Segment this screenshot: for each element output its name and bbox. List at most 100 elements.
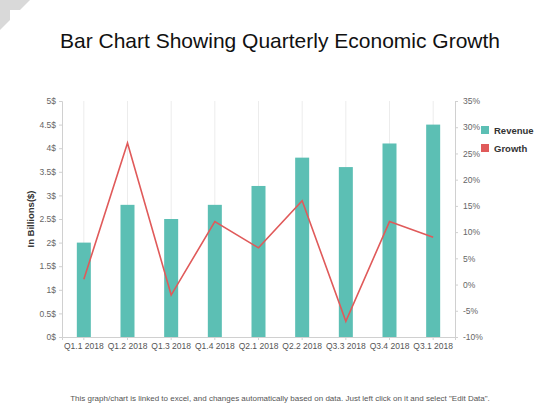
corner-decoration <box>0 0 30 30</box>
tick: 30% <box>455 122 480 132</box>
tick-label: 10% <box>463 227 480 237</box>
tick-label: 1.5$ <box>39 261 56 271</box>
tick-mark <box>127 337 128 340</box>
tick-label: Q1.4 2018 <box>195 341 235 351</box>
tick-label: 2$ <box>47 238 57 248</box>
tick: 20% <box>455 175 480 185</box>
tick: Q1.1 2018 <box>64 337 104 351</box>
tick: Q1.2 2018 <box>108 337 148 351</box>
tick-mark <box>302 337 303 340</box>
tick: 1$ <box>47 285 62 295</box>
tick-label: 0% <box>463 280 476 290</box>
tick: 35% <box>455 96 480 106</box>
tick-mark <box>59 313 62 314</box>
tick-label: Q2.2 2018 <box>282 341 322 351</box>
tick-label: 5$ <box>47 96 57 106</box>
tick-label: 0$ <box>47 332 57 342</box>
tick: 4$ <box>47 143 62 153</box>
tick-mark <box>258 337 259 340</box>
tick: 5$ <box>47 96 62 106</box>
tick-label: Q2.1 2018 <box>239 341 279 351</box>
chart: Bar Chart Showing Quarterly Economic Gro… <box>0 0 560 420</box>
tick: Q3.1 2018 <box>413 337 453 351</box>
tick-mark <box>59 195 62 196</box>
tick-label: 15% <box>463 201 480 211</box>
axis-line <box>456 102 459 338</box>
tick-label: Q3.4 2018 <box>370 341 410 351</box>
tick-label: 4.5$ <box>39 120 56 130</box>
plot-marks <box>77 125 440 337</box>
grid <box>84 101 433 337</box>
corner-decoration <box>10 10 24 24</box>
tick-label: 20% <box>463 175 480 185</box>
tick: 4.5$ <box>39 120 62 130</box>
legend: Revenue Growth <box>481 125 534 154</box>
tick-mark <box>59 219 62 220</box>
y-axis-title: In Billions($) <box>25 191 36 248</box>
tick-mark <box>455 285 458 286</box>
tick: 0.5$ <box>39 309 62 319</box>
x-axis: Q1.1 2018 Q1.2 2018Q1.3 2018 Q1.4 2018 Q2.1… <box>63 337 456 351</box>
tick-label: Q3.3 2018 <box>326 341 366 351</box>
tick-mark <box>59 172 62 173</box>
tick-mark <box>345 337 346 340</box>
tick-mark <box>455 311 458 312</box>
tick-label: 35% <box>463 96 480 106</box>
tick: Q3.4 2018 <box>370 337 410 351</box>
tick-label: 3$ <box>47 191 57 201</box>
line <box>84 143 433 321</box>
tick-mark <box>433 337 434 340</box>
tick-mark <box>171 337 172 340</box>
tick: 15% <box>455 201 480 211</box>
legend-swatch <box>481 126 489 134</box>
y2-axis: -10% -5% 0% 5% 10% 15% 20% 25% 30% 35% <box>455 96 483 342</box>
tick-mark <box>455 180 458 181</box>
tick-label: Q3.1 2018 <box>413 341 453 351</box>
tick: Q3.3 2018 <box>326 337 366 351</box>
axis-line <box>59 102 63 338</box>
annotation: This graph/chart is linked to excel, and… <box>70 394 490 403</box>
tick-label: 3.5$ <box>39 167 56 177</box>
tick-mark <box>59 101 62 102</box>
tick-mark <box>59 125 62 126</box>
tick-mark <box>214 337 215 340</box>
tick: 25% <box>455 149 480 159</box>
tick-mark <box>59 290 62 291</box>
tick: Q2.1 2018 <box>239 337 279 351</box>
legend-label: Revenue <box>494 125 534 136</box>
axis-line <box>63 338 456 341</box>
bar <box>77 243 91 337</box>
tick-mark <box>455 101 458 102</box>
legend-label: Growth <box>494 143 527 154</box>
tick-mark <box>59 337 62 338</box>
bar <box>426 125 440 337</box>
tick: Q1.4 2018 <box>195 337 235 351</box>
tick-mark <box>455 206 458 207</box>
bar <box>252 186 266 337</box>
tick-mark <box>389 337 390 340</box>
title: Bar Chart Showing Quarterly Economic Gro… <box>60 29 500 52</box>
tick: 3$ <box>47 191 62 201</box>
tick-label: 2.5$ <box>39 214 56 224</box>
tick: -5% <box>455 306 479 316</box>
tick-label: 30% <box>463 122 480 132</box>
tick-mark <box>59 266 62 267</box>
tick-mark <box>455 127 458 128</box>
legend-swatch <box>481 144 489 152</box>
y-axis: 0$ 0.5$ 1$ 1.5$ 2$ 2.5$ 3$ 3.5$ 4$ 4.5$ 5$ <box>39 96 62 342</box>
tick: 0$ <box>47 332 62 342</box>
tick-mark <box>455 258 458 259</box>
tick: -10% <box>455 332 483 342</box>
bar <box>121 205 135 337</box>
tick: 3.5$ <box>39 167 62 177</box>
tick-label: Q1.2 2018 <box>108 341 148 351</box>
tick-mark <box>455 232 458 233</box>
tick: Q1.3 2018 <box>151 337 191 351</box>
tick: 1.5$ <box>39 261 62 271</box>
bar <box>383 143 397 337</box>
tick: 2.5$ <box>39 214 62 224</box>
bar <box>295 158 309 337</box>
tick-label: 5% <box>463 254 476 264</box>
tick: 2$ <box>47 238 62 248</box>
tick-label: -10% <box>463 332 483 342</box>
